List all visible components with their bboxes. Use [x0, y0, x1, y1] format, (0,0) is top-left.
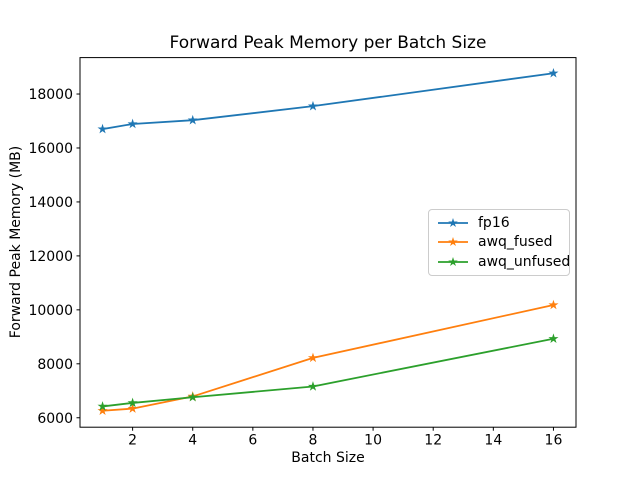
series-marker-awq_fused — [307, 352, 319, 363]
legend-swatch-fp16 — [438, 217, 468, 227]
series-marker-fp16 — [307, 100, 319, 111]
x-tick-label: 16 — [545, 433, 563, 449]
x-tick-label: 6 — [248, 433, 257, 449]
legend-swatch-awq_fused — [438, 237, 468, 247]
legend: fp16 awq_fused awq_unfused — [428, 209, 570, 276]
y-tick-label: 12000 — [28, 249, 73, 265]
y-tick-label: 18000 — [28, 87, 73, 103]
y-tick-label: 16000 — [28, 141, 73, 157]
x-tick-label: 4 — [188, 433, 197, 449]
legend-marker — [448, 237, 458, 247]
series-marker-fp16 — [548, 67, 559, 78]
series-marker-awq_fused — [548, 299, 559, 310]
y-tick-label: 8000 — [37, 357, 73, 373]
y-tick-label: 10000 — [28, 303, 73, 319]
legend-label-awq_unfused: awq_unfused — [478, 254, 571, 271]
series-marker-fp16 — [97, 123, 108, 134]
series-line-fp16 — [101, 72, 555, 130]
x-tick-label: 2 — [128, 433, 137, 449]
x-tick-label: 14 — [484, 433, 502, 449]
legend-entry-fp16: fp16 — [437, 216, 563, 230]
legend-label-awq_fused: awq_fused — [478, 234, 553, 251]
legend-marker — [448, 217, 458, 227]
x-axis-label: Batch Size — [291, 450, 365, 466]
legend-label-fp16: fp16 — [478, 214, 510, 231]
series-marker-awq_unfused — [548, 333, 559, 343]
chart-title: Forward Peak Memory per Batch Size — [169, 33, 487, 53]
series-marker-fp16 — [187, 114, 198, 125]
x-tick-label: 10 — [364, 433, 382, 449]
series-marker-awq_unfused — [187, 391, 198, 402]
series-line-awq_unfused — [101, 337, 555, 408]
series-marker-awq_unfused — [127, 397, 138, 408]
y-tick-label: 6000 — [37, 411, 73, 427]
x-tick-label: 12 — [424, 433, 442, 449]
series-marker-fp16 — [127, 118, 138, 129]
x-tick-label: 8 — [309, 433, 318, 449]
y-tick-label: 14000 — [28, 195, 73, 211]
legend-marker — [448, 257, 458, 267]
series-marker-awq_fused — [97, 405, 108, 416]
series-marker-awq_unfused — [307, 381, 319, 391]
legend-entry-awq_unfused: awq_unfused — [437, 255, 570, 269]
series-marker-awq_unfused — [97, 401, 108, 411]
axes-spines — [79, 57, 577, 428]
legend-entry-awq_fused: awq_fused — [437, 235, 563, 249]
series-line-awq_fused — [101, 304, 555, 412]
series-marker-awq_fused — [127, 403, 138, 413]
legend-swatch-awq_unfused — [438, 257, 468, 267]
